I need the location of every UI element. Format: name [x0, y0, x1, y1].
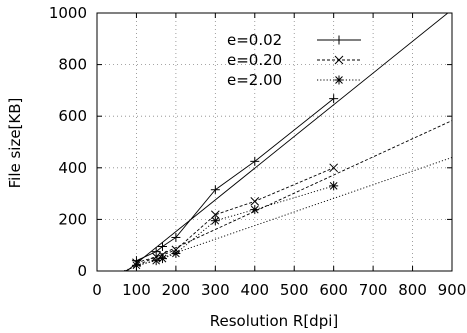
x-tick-label: 400 [240, 281, 269, 299]
series-3-point [151, 256, 161, 266]
series-3-point [329, 181, 339, 191]
series-layer [121, 13, 452, 271]
x-tick-label: 500 [280, 281, 309, 299]
legend-item: e=0.20 [227, 51, 361, 69]
y-tick-label: 200 [58, 210, 87, 228]
series-1-point [329, 94, 339, 104]
legend-item: e=2.00 [227, 71, 361, 89]
y-tick-label: 600 [58, 107, 87, 125]
series-2-fit-line [123, 120, 452, 271]
x-tick-label: 0 [92, 281, 102, 299]
series-3-point [157, 254, 167, 264]
series-2 [123, 120, 452, 271]
series-1 [126, 13, 449, 271]
legend-marker [334, 35, 344, 45]
legend: e=0.02 e=0.20 e=2.00 [227, 31, 361, 89]
series-3-point [250, 205, 260, 215]
series-1-line [136, 98, 334, 262]
series-3-fit-line [121, 157, 452, 271]
series-1-point [157, 241, 167, 251]
legend-marker [334, 55, 344, 65]
y-tick-label: 1000 [49, 4, 87, 22]
x-tick-label: 700 [359, 281, 388, 299]
axis-ticks: 0 100 200 300 400 500 600 700 800 900 0 200 400 600 80… [49, 4, 467, 299]
x-axis-label: Resolution R[dpi] [210, 312, 338, 330]
x-tick-label: 600 [319, 281, 348, 299]
series-2-point [250, 196, 260, 206]
x-tick-label: 200 [162, 281, 191, 299]
series-2-point [329, 163, 339, 173]
grid [97, 13, 452, 271]
series-3 [121, 157, 452, 271]
x-tick-label: 800 [398, 281, 427, 299]
plot-border [96, 12, 453, 272]
legend-marker [334, 75, 344, 85]
x-tick-label: 900 [438, 281, 467, 299]
series-1-point [250, 156, 260, 166]
x-tick-label: 100 [122, 281, 151, 299]
series-3-point [171, 248, 181, 258]
legend-label: e=2.00 [227, 71, 282, 89]
y-tick-label: 400 [58, 159, 87, 177]
y-tick-label: 800 [58, 56, 87, 74]
series-1-point [210, 185, 220, 195]
series-1-point [171, 232, 181, 242]
legend-label: e=0.02 [227, 31, 282, 49]
series-3-point [210, 216, 220, 226]
plot-frame [96, 12, 453, 272]
legend-item: e=0.02 [227, 31, 361, 49]
x-tick-label: 300 [201, 281, 230, 299]
y-tick-label: 0 [77, 262, 87, 280]
legend-label: e=0.20 [227, 51, 282, 69]
y-axis-label: File size[KB] [6, 98, 24, 189]
